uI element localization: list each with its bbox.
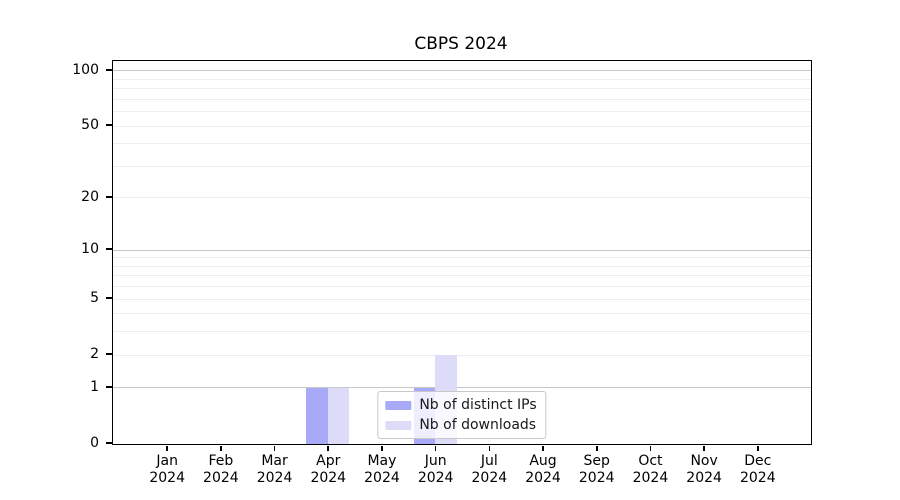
x-tick-year: 2024 [525, 470, 561, 486]
x-tick-year: 2024 [739, 470, 776, 486]
y-tick-label: 20 [81, 188, 99, 205]
x-tick-year: 2024 [310, 470, 347, 486]
y-gridline [113, 88, 811, 90]
y-tick-label: 1 [90, 378, 99, 395]
plot-area: Nb of distinct IPs Nb of downloads [112, 60, 812, 445]
y-tick-label: 0 [90, 435, 99, 451]
x-tick-label: Feb 2024 [189, 453, 253, 487]
x-tick-year: 2024 [471, 470, 508, 486]
y-tick-mark [106, 68, 112, 71]
y-gridline [113, 354, 811, 356]
x-tick-month: Jul [480, 453, 498, 469]
x-tick-mark [488, 446, 491, 451]
legend-item-label: Nb of downloads [419, 417, 537, 433]
x-tick-month: Feb [208, 453, 234, 469]
x-tick-mark [166, 446, 168, 451]
x-tick-month: Aug [529, 453, 557, 469]
legend-item: Nb of downloads [385, 417, 536, 433]
x-tick-mark [434, 446, 437, 451]
x-tick-year: 2024 [256, 470, 293, 486]
x-tick-year: 2024 [364, 470, 400, 486]
y-gridline [113, 265, 811, 267]
x-tick-label: Oct 2024 [618, 453, 682, 487]
legend: Nb of distinct IPs Nb of downloads [377, 391, 547, 439]
x-tick-mark [703, 446, 705, 451]
x-tick-label: Dec 2024 [726, 453, 790, 487]
y-gridline [113, 143, 811, 145]
y-gridline [113, 165, 811, 167]
x-tick-month: Mar [261, 453, 288, 469]
y-tick-mark [106, 386, 112, 388]
y-tick-mark [106, 442, 112, 444]
y-gridline [113, 197, 811, 199]
y-tick-label: 5 [90, 290, 99, 307]
x-tick-month: Dec [744, 453, 772, 469]
x-tick-mark [327, 446, 330, 451]
y-tick-mark [106, 353, 112, 355]
x-tick-mark [273, 446, 276, 451]
x-tick-year: 2024 [578, 470, 615, 486]
x-tick-mark [595, 446, 598, 451]
x-tick-month: Jun [424, 453, 447, 469]
x-tick-mark [542, 446, 544, 451]
bar-nb-of-distinct-ips-apr [306, 387, 328, 444]
x-tick-month: Oct [638, 453, 663, 469]
y-gridline [113, 298, 811, 300]
y-tick-mark [106, 297, 112, 299]
y-tick-label: 100 [72, 61, 99, 78]
y-tick-mark [106, 196, 112, 198]
x-tick-year: 2024 [203, 470, 239, 486]
x-tick-label: Sep 2024 [565, 453, 629, 487]
x-tick-mark [381, 446, 383, 451]
legend-swatch [385, 400, 412, 410]
x-tick-label: Nov 2024 [672, 453, 736, 487]
y-gridline [113, 331, 811, 333]
x-tick-label: Jan 2024 [135, 453, 199, 487]
x-tick-label: Apr 2024 [296, 453, 360, 487]
legend-item: Nb of distinct IPs [385, 397, 537, 413]
y-gridline [113, 98, 811, 100]
y-gridline [113, 275, 811, 277]
x-tick-year: 2024 [417, 470, 454, 486]
x-tick-year: 2024 [686, 470, 722, 486]
x-tick-label: Mar 2024 [243, 453, 307, 487]
x-tick-label: Jun 2024 [404, 453, 468, 487]
y-tick-label: 50 [81, 117, 99, 134]
y-gridline [113, 249, 811, 251]
bar-nb-of-downloads-apr [327, 387, 350, 444]
y-gridline [113, 125, 811, 127]
y-gridline [113, 78, 811, 80]
y-gridline [113, 387, 811, 389]
x-tick-label: May 2024 [350, 453, 414, 487]
x-tick-year: 2024 [632, 470, 669, 486]
chart-title: CBPS 2024 [414, 34, 508, 54]
y-tick-label: 10 [81, 241, 99, 258]
y-gridline [113, 286, 811, 288]
y-gridline [113, 70, 811, 72]
y-gridline [113, 111, 811, 113]
x-tick-month: Sep [583, 453, 610, 469]
x-tick-month: May [367, 453, 397, 469]
y-tick-mark [106, 124, 112, 126]
x-tick-month: Nov [690, 453, 718, 469]
x-tick-label: Jul 2024 [457, 453, 521, 487]
y-tick-label: 2 [90, 346, 99, 363]
x-tick-year: 2024 [149, 470, 185, 486]
x-tick-mark [757, 446, 759, 451]
x-tick-mark [649, 446, 652, 451]
x-tick-month: Jan [156, 453, 178, 469]
legend-item-label: Nb of distinct IPs [419, 397, 537, 413]
y-gridline [113, 257, 811, 259]
x-tick-label: Aug 2024 [511, 453, 575, 487]
y-tick-mark [106, 248, 112, 250]
x-tick-month: Apr [316, 453, 341, 469]
y-gridline [113, 313, 811, 315]
legend-swatch [385, 420, 412, 430]
x-tick-mark [220, 446, 222, 451]
